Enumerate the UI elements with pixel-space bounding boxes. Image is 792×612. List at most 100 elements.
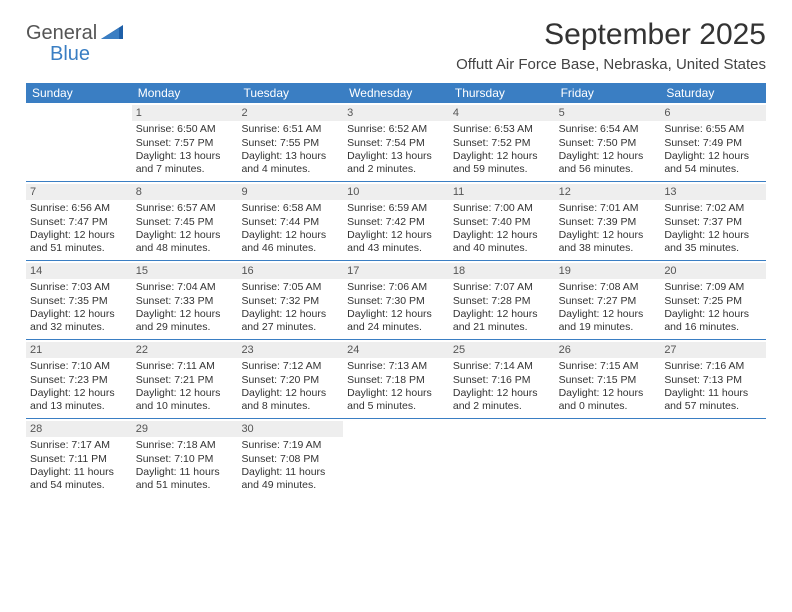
day-cell: 8Sunrise: 6:57 AMSunset: 7:45 PMDaylight…	[132, 182, 238, 260]
day-line: Sunrise: 6:56 AM	[30, 202, 128, 215]
day-line: Sunset: 7:15 PM	[559, 374, 657, 387]
day-cell	[660, 419, 766, 497]
day-line: Daylight: 12 hours	[559, 150, 657, 163]
day-line: Sunrise: 7:05 AM	[241, 281, 339, 294]
day-cell: 19Sunrise: 7:08 AMSunset: 7:27 PMDayligh…	[555, 261, 661, 339]
day-cell: 11Sunrise: 7:00 AMSunset: 7:40 PMDayligh…	[449, 182, 555, 260]
header: General Blue September 2025 Offutt Air F…	[26, 18, 766, 73]
day-line: Daylight: 12 hours	[559, 308, 657, 321]
weekday-header: Friday	[555, 83, 661, 103]
day-number: 11	[449, 184, 555, 200]
day-line: Daylight: 12 hours	[559, 229, 657, 242]
day-line: and 21 minutes.	[453, 321, 551, 334]
day-line: Sunset: 7:40 PM	[453, 216, 551, 229]
day-line: and 38 minutes.	[559, 242, 657, 255]
day-cell	[26, 103, 132, 181]
day-line: Daylight: 12 hours	[453, 387, 551, 400]
day-line: Daylight: 12 hours	[30, 387, 128, 400]
day-line: Sunset: 7:32 PM	[241, 295, 339, 308]
day-number: 15	[132, 263, 238, 279]
day-line: Daylight: 12 hours	[136, 387, 234, 400]
day-line: Daylight: 12 hours	[453, 308, 551, 321]
day-line: and 10 minutes.	[136, 400, 234, 413]
day-number: 14	[26, 263, 132, 279]
day-line: and 27 minutes.	[241, 321, 339, 334]
day-line: Sunset: 7:47 PM	[30, 216, 128, 229]
day-line: Sunrise: 7:01 AM	[559, 202, 657, 215]
day-line: Daylight: 12 hours	[453, 150, 551, 163]
day-line: and 19 minutes.	[559, 321, 657, 334]
day-line: Sunrise: 7:09 AM	[664, 281, 762, 294]
day-line: Daylight: 12 hours	[241, 387, 339, 400]
day-number: 13	[660, 184, 766, 200]
day-line: Sunrise: 6:52 AM	[347, 123, 445, 136]
day-line: Daylight: 12 hours	[664, 150, 762, 163]
brand-logo: General Blue	[26, 22, 123, 66]
day-line: Sunset: 7:33 PM	[136, 295, 234, 308]
day-line: Sunset: 7:45 PM	[136, 216, 234, 229]
day-line: and 2 minutes.	[347, 163, 445, 176]
day-number: 16	[237, 263, 343, 279]
day-line: Sunrise: 7:11 AM	[136, 360, 234, 373]
day-number: 24	[343, 342, 449, 358]
day-number: 12	[555, 184, 661, 200]
day-line: Sunset: 7:11 PM	[30, 453, 128, 466]
day-cell: 22Sunrise: 7:11 AMSunset: 7:21 PMDayligh…	[132, 340, 238, 418]
day-line: Daylight: 12 hours	[664, 308, 762, 321]
day-line: and 54 minutes.	[30, 479, 128, 492]
day-line: and 40 minutes.	[453, 242, 551, 255]
day-line: Daylight: 12 hours	[30, 229, 128, 242]
day-cell: 12Sunrise: 7:01 AMSunset: 7:39 PMDayligh…	[555, 182, 661, 260]
weekday-header: Sunday	[26, 83, 132, 103]
day-line: Daylight: 11 hours	[30, 466, 128, 479]
day-line: Daylight: 12 hours	[559, 387, 657, 400]
day-line: Sunset: 7:27 PM	[559, 295, 657, 308]
day-line: Daylight: 12 hours	[347, 308, 445, 321]
day-number: 1	[132, 105, 238, 121]
day-number: 8	[132, 184, 238, 200]
day-number: 9	[237, 184, 343, 200]
day-line: Sunset: 7:54 PM	[347, 137, 445, 150]
week-row: 7Sunrise: 6:56 AMSunset: 7:47 PMDaylight…	[26, 181, 766, 260]
day-cell: 1Sunrise: 6:50 AMSunset: 7:57 PMDaylight…	[132, 103, 238, 181]
day-line: Daylight: 12 hours	[347, 229, 445, 242]
day-cell: 9Sunrise: 6:58 AMSunset: 7:44 PMDaylight…	[237, 182, 343, 260]
day-number: 21	[26, 342, 132, 358]
day-line: and 5 minutes.	[347, 400, 445, 413]
day-cell: 17Sunrise: 7:06 AMSunset: 7:30 PMDayligh…	[343, 261, 449, 339]
day-cell	[555, 419, 661, 497]
day-line: and 29 minutes.	[136, 321, 234, 334]
day-cell: 25Sunrise: 7:14 AMSunset: 7:16 PMDayligh…	[449, 340, 555, 418]
day-cell	[343, 419, 449, 497]
day-line: Daylight: 13 hours	[241, 150, 339, 163]
day-line: Sunset: 7:18 PM	[347, 374, 445, 387]
location-subtitle: Offutt Air Force Base, Nebraska, United …	[456, 56, 766, 73]
day-number: 28	[26, 421, 132, 437]
day-line: Sunset: 7:37 PM	[664, 216, 762, 229]
day-cell: 24Sunrise: 7:13 AMSunset: 7:18 PMDayligh…	[343, 340, 449, 418]
weekday-header: Thursday	[449, 83, 555, 103]
day-line: Sunrise: 6:53 AM	[453, 123, 551, 136]
title-block: September 2025 Offutt Air Force Base, Ne…	[456, 18, 766, 73]
day-line: Sunrise: 7:14 AM	[453, 360, 551, 373]
day-line: Sunset: 7:42 PM	[347, 216, 445, 229]
day-line: Sunrise: 7:15 AM	[559, 360, 657, 373]
day-number: 10	[343, 184, 449, 200]
weekday-header: Monday	[132, 83, 238, 103]
day-line: and 32 minutes.	[30, 321, 128, 334]
day-cell: 16Sunrise: 7:05 AMSunset: 7:32 PMDayligh…	[237, 261, 343, 339]
day-line: Sunrise: 7:08 AM	[559, 281, 657, 294]
day-line: Daylight: 11 hours	[136, 466, 234, 479]
day-cell: 28Sunrise: 7:17 AMSunset: 7:11 PMDayligh…	[26, 419, 132, 497]
day-line: and 54 minutes.	[664, 163, 762, 176]
day-cell: 21Sunrise: 7:10 AMSunset: 7:23 PMDayligh…	[26, 340, 132, 418]
day-line: Daylight: 13 hours	[136, 150, 234, 163]
day-cell: 20Sunrise: 7:09 AMSunset: 7:25 PMDayligh…	[660, 261, 766, 339]
day-line: and 7 minutes.	[136, 163, 234, 176]
day-line: Sunrise: 6:58 AM	[241, 202, 339, 215]
day-line: Sunset: 7:08 PM	[241, 453, 339, 466]
day-cell: 2Sunrise: 6:51 AMSunset: 7:55 PMDaylight…	[237, 103, 343, 181]
day-line: Sunset: 7:25 PM	[664, 295, 762, 308]
day-cell: 18Sunrise: 7:07 AMSunset: 7:28 PMDayligh…	[449, 261, 555, 339]
day-number: 27	[660, 342, 766, 358]
